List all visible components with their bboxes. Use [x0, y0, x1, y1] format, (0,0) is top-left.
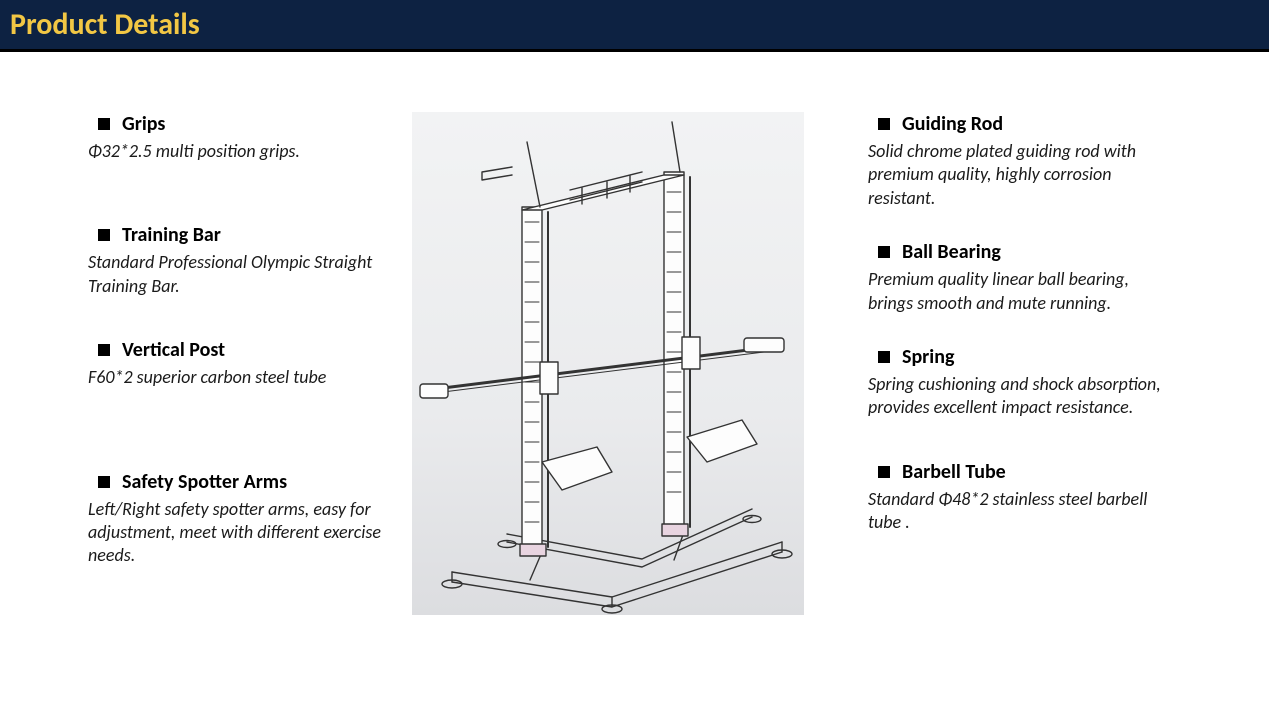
feature-spring: Spring Spring cushioning and shock absor… [868, 345, 1168, 420]
feature-vertical-post: Vertical Post F60*2 superior carbon stee… [88, 338, 388, 389]
content-area: Grips Φ32*2.5 multi position grips. Trai… [0, 52, 1269, 635]
feature-grips: Grips Φ32*2.5 multi position grips. [88, 112, 388, 163]
square-bullet-icon [878, 466, 890, 478]
header-bar: Product Details [0, 0, 1269, 52]
feature-guiding-rod: Guiding Rod Solid chrome plated guiding … [868, 112, 1168, 210]
feature-title: Guiding Rod [902, 112, 1003, 136]
feature-description: F60*2 superior carbon steel tube [88, 366, 388, 389]
feature-description: Premium quality linear ball bearing, bri… [868, 268, 1168, 315]
feature-title-row: Ball Bearing [868, 240, 1168, 264]
feature-description: Left/Right safety spotter arms, easy for… [88, 498, 388, 568]
square-bullet-icon [98, 118, 110, 130]
feature-title: Ball Bearing [902, 240, 1001, 264]
feature-title: Vertical Post [122, 338, 225, 362]
feature-description: Φ32*2.5 multi position grips. [88, 140, 388, 163]
feature-description: Standard Φ48*2 stainless steel barbell t… [868, 488, 1168, 535]
feature-title-row: Safety Spotter Arms [88, 470, 388, 494]
left-feature-column: Grips Φ32*2.5 multi position grips. Trai… [88, 112, 388, 615]
feature-title-row: Guiding Rod [868, 112, 1168, 136]
square-bullet-icon [98, 229, 110, 241]
square-bullet-icon [878, 118, 890, 130]
feature-title-row: Spring [868, 345, 1168, 369]
feature-title: Spring [902, 345, 954, 369]
square-bullet-icon [878, 351, 890, 363]
feature-title-row: Barbell Tube [868, 460, 1168, 484]
feature-title: Grips [122, 112, 165, 136]
feature-title-row: Training Bar [88, 223, 388, 247]
feature-title: Safety Spotter Arms [122, 470, 287, 494]
square-bullet-icon [878, 246, 890, 258]
feature-title-row: Vertical Post [88, 338, 388, 362]
feature-title: Barbell Tube [902, 460, 1006, 484]
feature-title-row: Grips [88, 112, 388, 136]
feature-description: Spring cushioning and shock absorption, … [868, 373, 1168, 420]
product-image-column [408, 112, 808, 615]
feature-training-bar: Training Bar Standard Professional Olymp… [88, 223, 388, 298]
feature-ball-bearing: Ball Bearing Premium quality linear ball… [868, 240, 1168, 315]
page-title: Product Details [10, 6, 200, 43]
feature-title: Training Bar [122, 223, 221, 247]
square-bullet-icon [98, 476, 110, 488]
right-feature-column: Guiding Rod Solid chrome plated guiding … [868, 112, 1168, 615]
feature-description: Standard Professional Olympic Straight T… [88, 251, 388, 298]
product-line-drawing [412, 112, 804, 615]
feature-safety-spotter-arms: Safety Spotter Arms Left/Right safety sp… [88, 470, 388, 568]
feature-barbell-tube: Barbell Tube Standard Φ48*2 stainless st… [868, 460, 1168, 535]
square-bullet-icon [98, 344, 110, 356]
feature-description: Solid chrome plated guiding rod with pre… [868, 140, 1168, 210]
